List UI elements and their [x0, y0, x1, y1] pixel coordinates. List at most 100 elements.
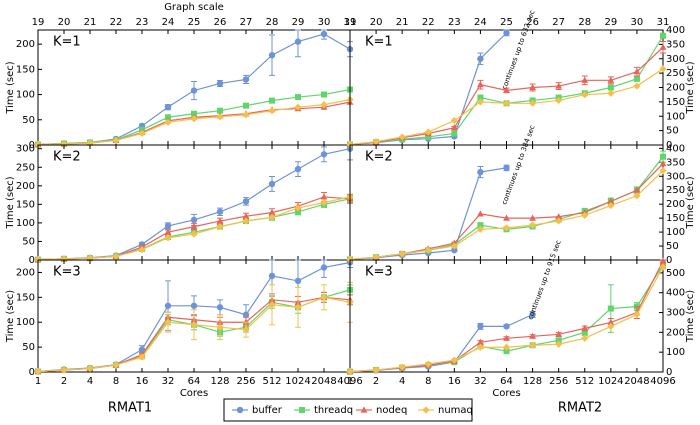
y-tick-label: 150 [16, 64, 35, 75]
legend-label: buffer [252, 405, 283, 416]
series-line [349, 264, 664, 373]
marker [295, 208, 301, 215]
marker [294, 303, 302, 311]
x-tick-label: 2048 [624, 376, 649, 387]
y-tick-label: 50 [22, 236, 35, 247]
marker [294, 165, 302, 173]
marker [60, 255, 68, 263]
x-tick-label: 4 [399, 376, 405, 387]
x-tick-label: 64 [500, 376, 513, 387]
marker [372, 253, 380, 261]
marker [477, 338, 484, 345]
marker [477, 94, 484, 101]
top-tick-label: 26 [214, 17, 227, 28]
marker [34, 140, 42, 149]
marker [660, 153, 666, 160]
marker [503, 164, 510, 172]
top-tick-label: 25 [500, 17, 513, 28]
marker [320, 293, 328, 301]
marker [164, 318, 172, 326]
top-tick-label: 24 [162, 17, 175, 28]
y-tick-label: 300 [666, 308, 685, 319]
marker [529, 83, 536, 91]
marker [607, 84, 614, 91]
marker [477, 210, 484, 217]
x-tick-label: 4 [87, 376, 93, 387]
marker [529, 311, 536, 318]
marker [86, 364, 94, 373]
marker [216, 113, 224, 121]
marker [451, 247, 458, 254]
legend-label: threadq [314, 405, 353, 416]
marker [138, 246, 146, 254]
marker [581, 76, 589, 83]
y-tick-label: 0 [29, 367, 35, 378]
marker [477, 323, 484, 330]
top-tick-label: 27 [552, 17, 565, 28]
legend-label: nodeq [376, 405, 407, 416]
marker [477, 168, 484, 176]
y-axis-label: Time (sec) [685, 61, 696, 114]
y-axis-label: Time (sec) [5, 290, 16, 343]
marker [268, 272, 276, 280]
legend-marker [422, 406, 430, 414]
marker [190, 87, 198, 94]
marker [242, 326, 250, 334]
marker [320, 30, 328, 38]
x-tick-label: 2 [373, 376, 379, 387]
marker [138, 353, 146, 361]
plot-frame [349, 259, 664, 373]
marker [555, 337, 562, 344]
marker [555, 340, 563, 348]
marker [503, 86, 510, 93]
x-tick-label: 32 [162, 376, 175, 387]
top-tick-label: 22 [110, 17, 123, 28]
marker [633, 68, 641, 75]
y-tick-label: 350 [666, 157, 685, 168]
marker [242, 198, 250, 205]
y-tick-label: 200 [666, 83, 685, 94]
y-tick-label: 0 [666, 255, 672, 266]
marker [112, 361, 120, 369]
marker [503, 348, 510, 355]
y-tick-label: 400 [666, 143, 685, 154]
marker [294, 38, 302, 45]
legend-box [223, 398, 473, 422]
marker [528, 341, 537, 349]
marker [268, 213, 276, 221]
y-tick-label: 250 [666, 185, 685, 196]
marker [346, 140, 354, 149]
marker [346, 368, 354, 376]
marker [451, 130, 458, 137]
marker [217, 107, 223, 114]
y-tick-label: 50 [22, 342, 35, 353]
y-tick-label: 500 [666, 268, 685, 279]
marker [190, 321, 198, 329]
marker [607, 76, 615, 83]
x-tick-label: 1 [347, 376, 353, 387]
marker [555, 330, 563, 337]
marker [659, 263, 667, 271]
top-tick-label: 31 [344, 17, 357, 28]
top-tick-label: 25 [188, 17, 201, 28]
marker [268, 107, 276, 115]
top-tick-label: 27 [240, 17, 253, 28]
marker [528, 221, 537, 229]
marker [216, 304, 224, 311]
y-tick-label: 250 [16, 162, 35, 173]
y-axis-label: Time (sec) [5, 61, 16, 114]
marker [320, 264, 328, 271]
marker [581, 329, 588, 336]
x-tick-label: 2 [61, 376, 67, 387]
marker [86, 139, 94, 147]
y-tick-label: 150 [666, 213, 685, 224]
marker [398, 363, 406, 371]
marker [321, 91, 327, 98]
top-tick-label: 20 [370, 17, 383, 28]
marker [164, 118, 172, 126]
marker [190, 302, 198, 309]
marker [320, 193, 328, 200]
x-tick-label: 512 [262, 376, 281, 387]
y-tick-label: 150 [16, 292, 35, 303]
y-tick-label: 350 [666, 39, 685, 50]
